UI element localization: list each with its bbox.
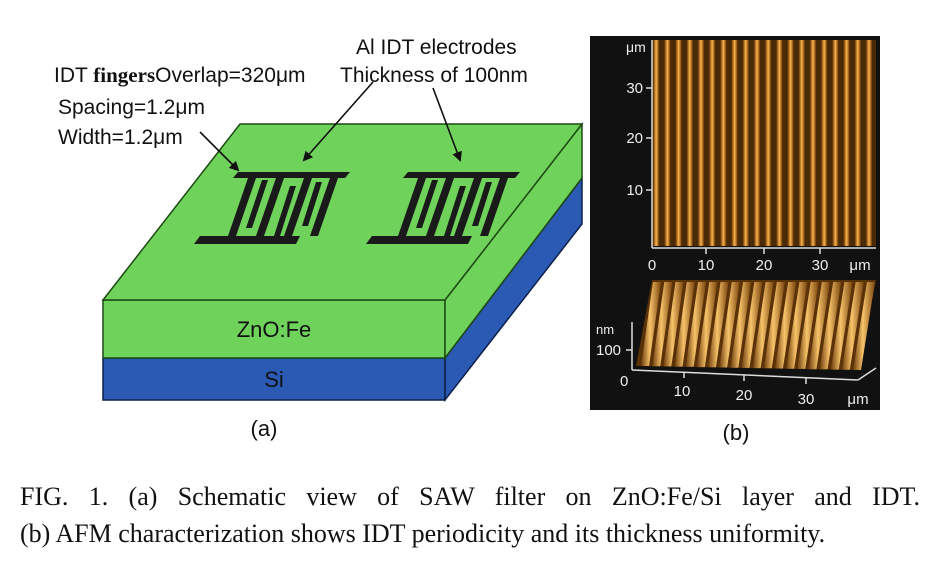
afm-stripe <box>709 40 716 246</box>
afm-ridge <box>830 282 853 370</box>
afm-stripe <box>675 40 682 246</box>
annotation-spacing: Spacing=1.2μm <box>58 96 205 119</box>
afm-ridge <box>707 282 729 368</box>
afm-ridge <box>685 282 707 367</box>
afm-stripe <box>686 40 693 246</box>
afm-2d-ytick: 10 <box>626 182 643 199</box>
panel-label-b: (b) <box>723 420 750 445</box>
afm-ridge <box>663 282 684 367</box>
afm-stripe <box>787 40 794 246</box>
afm-stripe <box>776 40 783 246</box>
afm-stripe <box>720 40 727 246</box>
afm-3d-xtick: 20 <box>736 387 753 404</box>
afm-stripe <box>765 40 772 246</box>
annotation-electrodes-line1: Al IDT electrodes <box>356 36 517 59</box>
afm-ridge <box>774 282 797 369</box>
arrow-electrode-right <box>432 87 462 162</box>
afm-stripe <box>697 40 705 246</box>
afm-3d-xtick: 30 <box>798 391 815 408</box>
idt-electrode-right <box>366 172 520 244</box>
panel-b-afm: μm 30 20 10 0 10 20 30 μm nm 100 0 10 20… <box>590 36 880 445</box>
afm-stripe <box>798 40 805 246</box>
afm-stripe <box>653 40 660 246</box>
arrow-fingers <box>199 131 240 172</box>
afm-2d-ytick: 30 <box>626 80 643 97</box>
idt-electrode-left <box>194 172 350 244</box>
afm-ridge <box>853 282 875 370</box>
afm-3d-origin: 0 <box>620 373 628 390</box>
panel-a-schematic: IDT fingersOverlap=320μm Spacing=1.2μm W… <box>54 36 584 441</box>
afm-3d-axes <box>626 322 877 384</box>
afm-ridge <box>797 282 819 369</box>
afm-stripe <box>731 40 738 246</box>
afm-stripe <box>821 40 828 246</box>
afm-2d-xtick: 30 <box>812 257 829 274</box>
afm-ridge <box>786 282 808 369</box>
afm-ridge <box>652 282 673 367</box>
afm-ridge <box>808 282 830 370</box>
layer-label-si: Si <box>264 367 284 392</box>
afm-2d-axes <box>646 40 876 254</box>
arrow-electrode-left <box>302 81 374 162</box>
afm-2d-xtick: 10 <box>698 257 715 274</box>
afm-2d-unit: μm <box>626 39 646 55</box>
afm-stripe <box>832 40 839 246</box>
afm-2d-ytick: 20 <box>626 130 643 147</box>
layer-label-zno: ZnO:Fe <box>237 317 312 342</box>
afm-3d-zunit: nm <box>596 322 614 337</box>
afm-3d-image <box>636 280 876 370</box>
figure-caption: FIG. 1. (a) Schematic view of SAW filter… <box>20 478 920 552</box>
afm-stripe <box>865 40 873 246</box>
panel-label-a: (a) <box>251 416 278 441</box>
afm-2d-xtick: 20 <box>756 257 773 274</box>
afm-stripe <box>753 40 761 246</box>
afm-3d-xtick: 10 <box>674 383 691 400</box>
afm-ridge <box>641 282 661 366</box>
afm-2d-image <box>652 40 876 246</box>
afm-ridge <box>819 282 842 370</box>
afm-2d-xtick: 0 <box>648 257 656 274</box>
caption-line-2: (b) AFM characterization shows IDT perio… <box>20 519 826 548</box>
afm-stripe <box>854 40 861 246</box>
annotation-width: Width=1.2μm <box>58 126 183 149</box>
afm-stripe <box>742 40 749 246</box>
afm-ridge <box>752 282 774 369</box>
afm-ridge <box>719 282 740 368</box>
annotation-electrodes-line2: Thickness of 100nm <box>340 64 528 87</box>
afm-stripe <box>809 40 817 246</box>
annotation-idt-fingers: IDT fingersOverlap=320μm <box>54 63 306 87</box>
afm-ridge <box>696 282 718 368</box>
afm-stripe <box>664 40 671 246</box>
afm-3d-ztick: 100 <box>596 342 621 359</box>
afm-3d-xunit: μm <box>847 391 868 408</box>
afm-ridge <box>674 282 695 367</box>
afm-stripe <box>843 40 850 246</box>
afm-ridge <box>741 282 763 368</box>
zno-layer-top <box>101 123 584 301</box>
afm-ridge <box>841 282 864 370</box>
afm-ridge <box>730 282 752 368</box>
caption-line-1: FIG. 1. (a) Schematic view of SAW filter… <box>20 482 920 511</box>
afm-ridge <box>763 282 785 369</box>
afm-2d-xunit: μm <box>849 257 870 274</box>
